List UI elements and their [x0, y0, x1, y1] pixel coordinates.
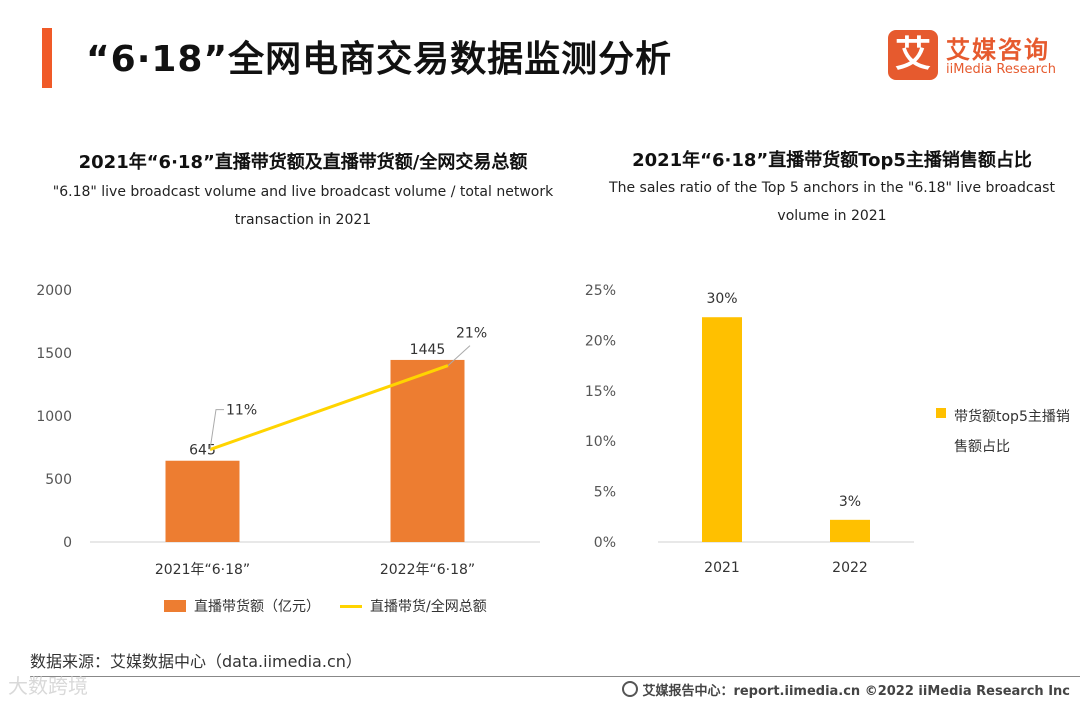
page-title: “6·18”全网电商交易数据监测分析 [86, 39, 673, 80]
x-tick-label: 2021年“6·18” [155, 562, 250, 578]
report-icon [622, 681, 639, 697]
right-chart-subtitle: The sales ratio of the Top 5 anchors in … [609, 180, 1055, 224]
bar-value-label: 1445 [410, 342, 446, 358]
title-accent-bar [42, 28, 52, 88]
y-tick-label: 0 [63, 535, 72, 551]
y-tick-label: 15% [585, 384, 616, 400]
bar [830, 519, 870, 542]
bar [390, 359, 465, 542]
y-tick-label: 20% [585, 333, 616, 349]
line-series [209, 364, 449, 452]
right-bar-chart: 0% 5% 10% 15% 20% 25% 30% 3% 2021 2022 [585, 283, 914, 576]
footer-divider [30, 676, 1080, 677]
x-tick-label: 2021 [704, 560, 740, 576]
legend-swatch [936, 408, 946, 418]
y-tick-label: 5% [594, 485, 616, 501]
watermark: 大数跨境 [8, 674, 88, 698]
footer-label: 艾媒报告中心：report.iimedia.cn ©2022 iiMedia R… [642, 684, 1070, 699]
legend-line-swatch [340, 605, 362, 608]
x-tick-label: 2022 [832, 560, 868, 576]
y-tick-label: 500 [45, 472, 72, 488]
legend-bar-swatch [164, 600, 186, 612]
iimedia-logo: 艾 艾媒咨询 iiMedia Research [888, 30, 1064, 82]
left-chart-title: 2021年“6·18”直播带货额及直播带货额/全网交易总额 [78, 152, 528, 173]
y-tick-label: 25% [585, 283, 616, 299]
bar-value-label: 645 [189, 443, 216, 459]
bar-value-label: 3% [839, 494, 861, 510]
x-tick-label: 2022年“6·18” [380, 562, 475, 578]
right-chart-title: 2021年“6·18”直播带货额Top5主播销售额占比 [632, 150, 1032, 171]
left-chart-subtitle: "6.18" live broadcast volume and live br… [52, 184, 554, 228]
y-tick-label: 1500 [36, 346, 72, 362]
bar [702, 317, 742, 542]
logo-cn-text: 艾媒咨询 [946, 36, 1050, 64]
y-tick-label: 1000 [36, 409, 72, 425]
y-tick-label: 2000 [36, 283, 72, 299]
line-value-label: 11% [226, 403, 257, 419]
logo-en-text: iiMedia Research [946, 62, 1057, 77]
bar-value-label: 30% [706, 291, 737, 307]
footer-text: 艾媒报告中心：report.iimedia.cn ©2022 iiMedia R… [622, 680, 1070, 699]
data-source: 数据来源：艾媒数据中心（data.iimedia.cn） [30, 652, 362, 671]
legend-bar-label: 直播带货额（亿元） [194, 599, 320, 615]
leader-line [447, 345, 471, 366]
bar [165, 460, 240, 542]
left-combo-chart: 0 500 1000 1500 2000 645 1445 2021年“6·18” 2022年“… [36, 283, 540, 578]
legend-label: 带货额top5主播销售额占比 [954, 409, 1070, 455]
logo-mark-icon: 艾 [888, 30, 938, 80]
leader-line [209, 409, 224, 450]
legend-line-label: 直播带货/全网总额 [370, 599, 487, 615]
left-chart-legend: 直播带货额（亿元） 直播带货/全网总额 [164, 594, 564, 618]
line-value-label: 21% [456, 326, 487, 342]
y-tick-label: 0% [594, 535, 616, 551]
y-tick-label: 10% [585, 434, 616, 450]
